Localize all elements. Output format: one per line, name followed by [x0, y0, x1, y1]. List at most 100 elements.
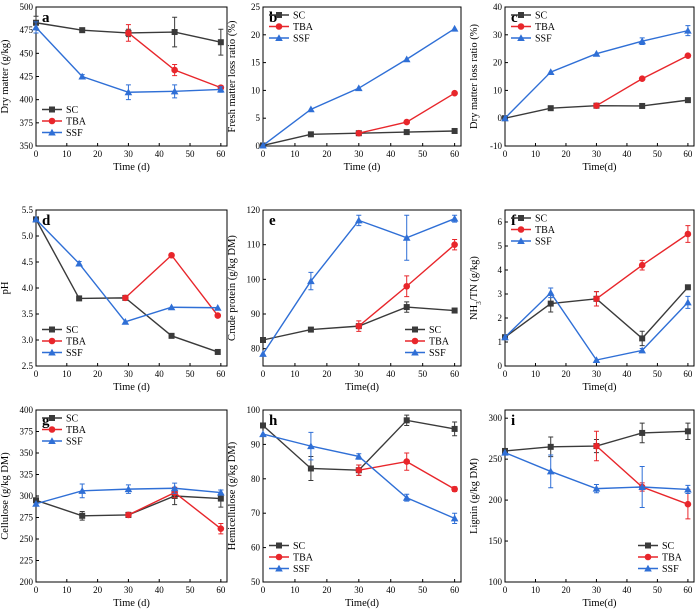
- ssf-point-4: [450, 514, 459, 522]
- y-tick-label: 15: [251, 58, 261, 68]
- x-tick-label: 40: [386, 369, 396, 379]
- ssf-point-0: [259, 430, 267, 438]
- x-tick-label: 10: [62, 585, 72, 595]
- legend-label: SSF: [662, 564, 679, 575]
- sc-point-4: [684, 97, 691, 104]
- y-tick-label: 300: [20, 491, 34, 501]
- tba-point-1: [403, 458, 411, 465]
- ssf-point-legend: [275, 564, 283, 572]
- panel-b: 0 10 20 30 40 50 60 0 5 10 15 20 25 Time (d) Fresh mat…: [227, 2, 462, 173]
- ssf-point-0: [32, 23, 40, 31]
- sc-point-4: [214, 348, 221, 355]
- ssf-point-2: [124, 88, 133, 96]
- x-tick-label: 60: [216, 369, 226, 379]
- x-tick-label: 10: [531, 149, 541, 159]
- legend-label: SC: [293, 541, 306, 552]
- tba-point-legend: [48, 337, 56, 345]
- x-tick-label: 20: [561, 369, 571, 379]
- sc-point-1: [79, 27, 86, 34]
- series-sc: [502, 97, 691, 122]
- y-axis-label: pH: [0, 281, 11, 294]
- x-tick-label: 20: [322, 369, 332, 379]
- x-tick-label: 60: [683, 149, 693, 159]
- ssf-point-1: [546, 68, 555, 76]
- sc-point-1: [307, 326, 314, 333]
- y-axis-label: Crude protein (g/kg DM): [227, 235, 238, 341]
- sc-point-4: [451, 307, 458, 314]
- y-tick-label: 4.5: [22, 257, 34, 267]
- legend-label: TBA: [66, 337, 87, 348]
- panel-letter: h: [269, 413, 278, 429]
- tba-point-legend: [411, 337, 419, 345]
- ssf-point-1: [307, 105, 315, 113]
- panel-letter: g: [42, 413, 50, 429]
- panel-a: 0 10 20 30 40 50 60 350 375 400 425 450 475 500 Time (…: [0, 2, 228, 173]
- ssf-point-legend: [48, 348, 56, 356]
- legend-label: SC: [66, 325, 79, 336]
- y-tick-label: 200: [489, 495, 503, 505]
- series-tba: [355, 452, 458, 493]
- y-axis-label: NH3/TN (g/kg): [469, 256, 483, 320]
- panel-letter: d: [42, 213, 51, 229]
- y-tick-label: 4: [498, 265, 503, 275]
- ssf-point-3: [170, 87, 179, 95]
- sc-point-1: [547, 300, 554, 307]
- series-tba: [355, 238, 458, 332]
- sc-line: [262, 419, 455, 471]
- sc-point-legend: [645, 542, 651, 549]
- tba-point-0: [125, 511, 132, 519]
- sc-point-3: [639, 335, 646, 342]
- x-tick-label: 50: [653, 369, 663, 379]
- panel-letter: c: [511, 10, 518, 26]
- ssf-point-3: [638, 37, 646, 45]
- x-axis-label: Time(d): [582, 162, 617, 173]
- legend-label: TBA: [662, 553, 683, 564]
- y-tick-label: 6: [498, 217, 503, 227]
- y-tick-label: 3.5: [22, 309, 34, 319]
- series-ssf: [501, 25, 692, 122]
- y-tick-label: 275: [20, 513, 34, 523]
- ssf-point-legend: [517, 34, 525, 41]
- tba-point-0: [355, 129, 363, 137]
- x-tick-label: 40: [386, 149, 396, 159]
- ssf-point-3: [638, 483, 646, 490]
- x-tick-label: 30: [354, 149, 364, 159]
- y-tick-label: 500: [20, 2, 34, 12]
- x-tick-label: 30: [124, 585, 134, 595]
- ssf-point-3: [170, 484, 179, 492]
- x-axis-label: Time(d): [582, 598, 617, 609]
- panel-e: 0 10 20 30 40 50 60 80 90 100 110 120 Time(d) Crude p…: [227, 205, 462, 393]
- x-axis-label: Time (d): [113, 382, 150, 393]
- legend-label: SC: [535, 214, 548, 225]
- panel-h: 0 10 20 30 40 50 60 50 60 70 80 90 100 Time(d) Hemicel…: [227, 405, 462, 609]
- tba-point-legend: [48, 117, 56, 125]
- x-tick-label: 10: [531, 585, 541, 595]
- legend-label: SSF: [293, 34, 310, 45]
- sc-point-1: [79, 512, 86, 519]
- legend-label: TBA: [66, 117, 87, 128]
- series-sc: [33, 216, 221, 355]
- x-tick-label: 0: [503, 149, 508, 159]
- y-tick-label: 5: [498, 241, 503, 251]
- x-tick-label: 50: [418, 585, 428, 595]
- sc-point-legend: [518, 215, 524, 221]
- sc-point-legend: [49, 106, 55, 113]
- sc-point-1: [547, 105, 554, 112]
- sc-point-3: [403, 304, 410, 311]
- ssf-point-0: [501, 114, 509, 122]
- y-tick-label: 375: [20, 118, 34, 128]
- legend-label: SC: [66, 105, 79, 116]
- y-tick-label: 20: [493, 58, 503, 68]
- ssf-point-1: [546, 467, 555, 475]
- y-tick-label: 5.0: [22, 231, 34, 241]
- x-tick-label: 50: [653, 585, 663, 595]
- ssf-point-legend: [517, 237, 525, 244]
- ssf-point-1: [307, 442, 315, 450]
- ssf-point-2: [355, 216, 363, 224]
- x-tick-label: 50: [186, 149, 196, 159]
- ssf-point-2: [592, 484, 601, 492]
- sc-point-4: [451, 127, 458, 134]
